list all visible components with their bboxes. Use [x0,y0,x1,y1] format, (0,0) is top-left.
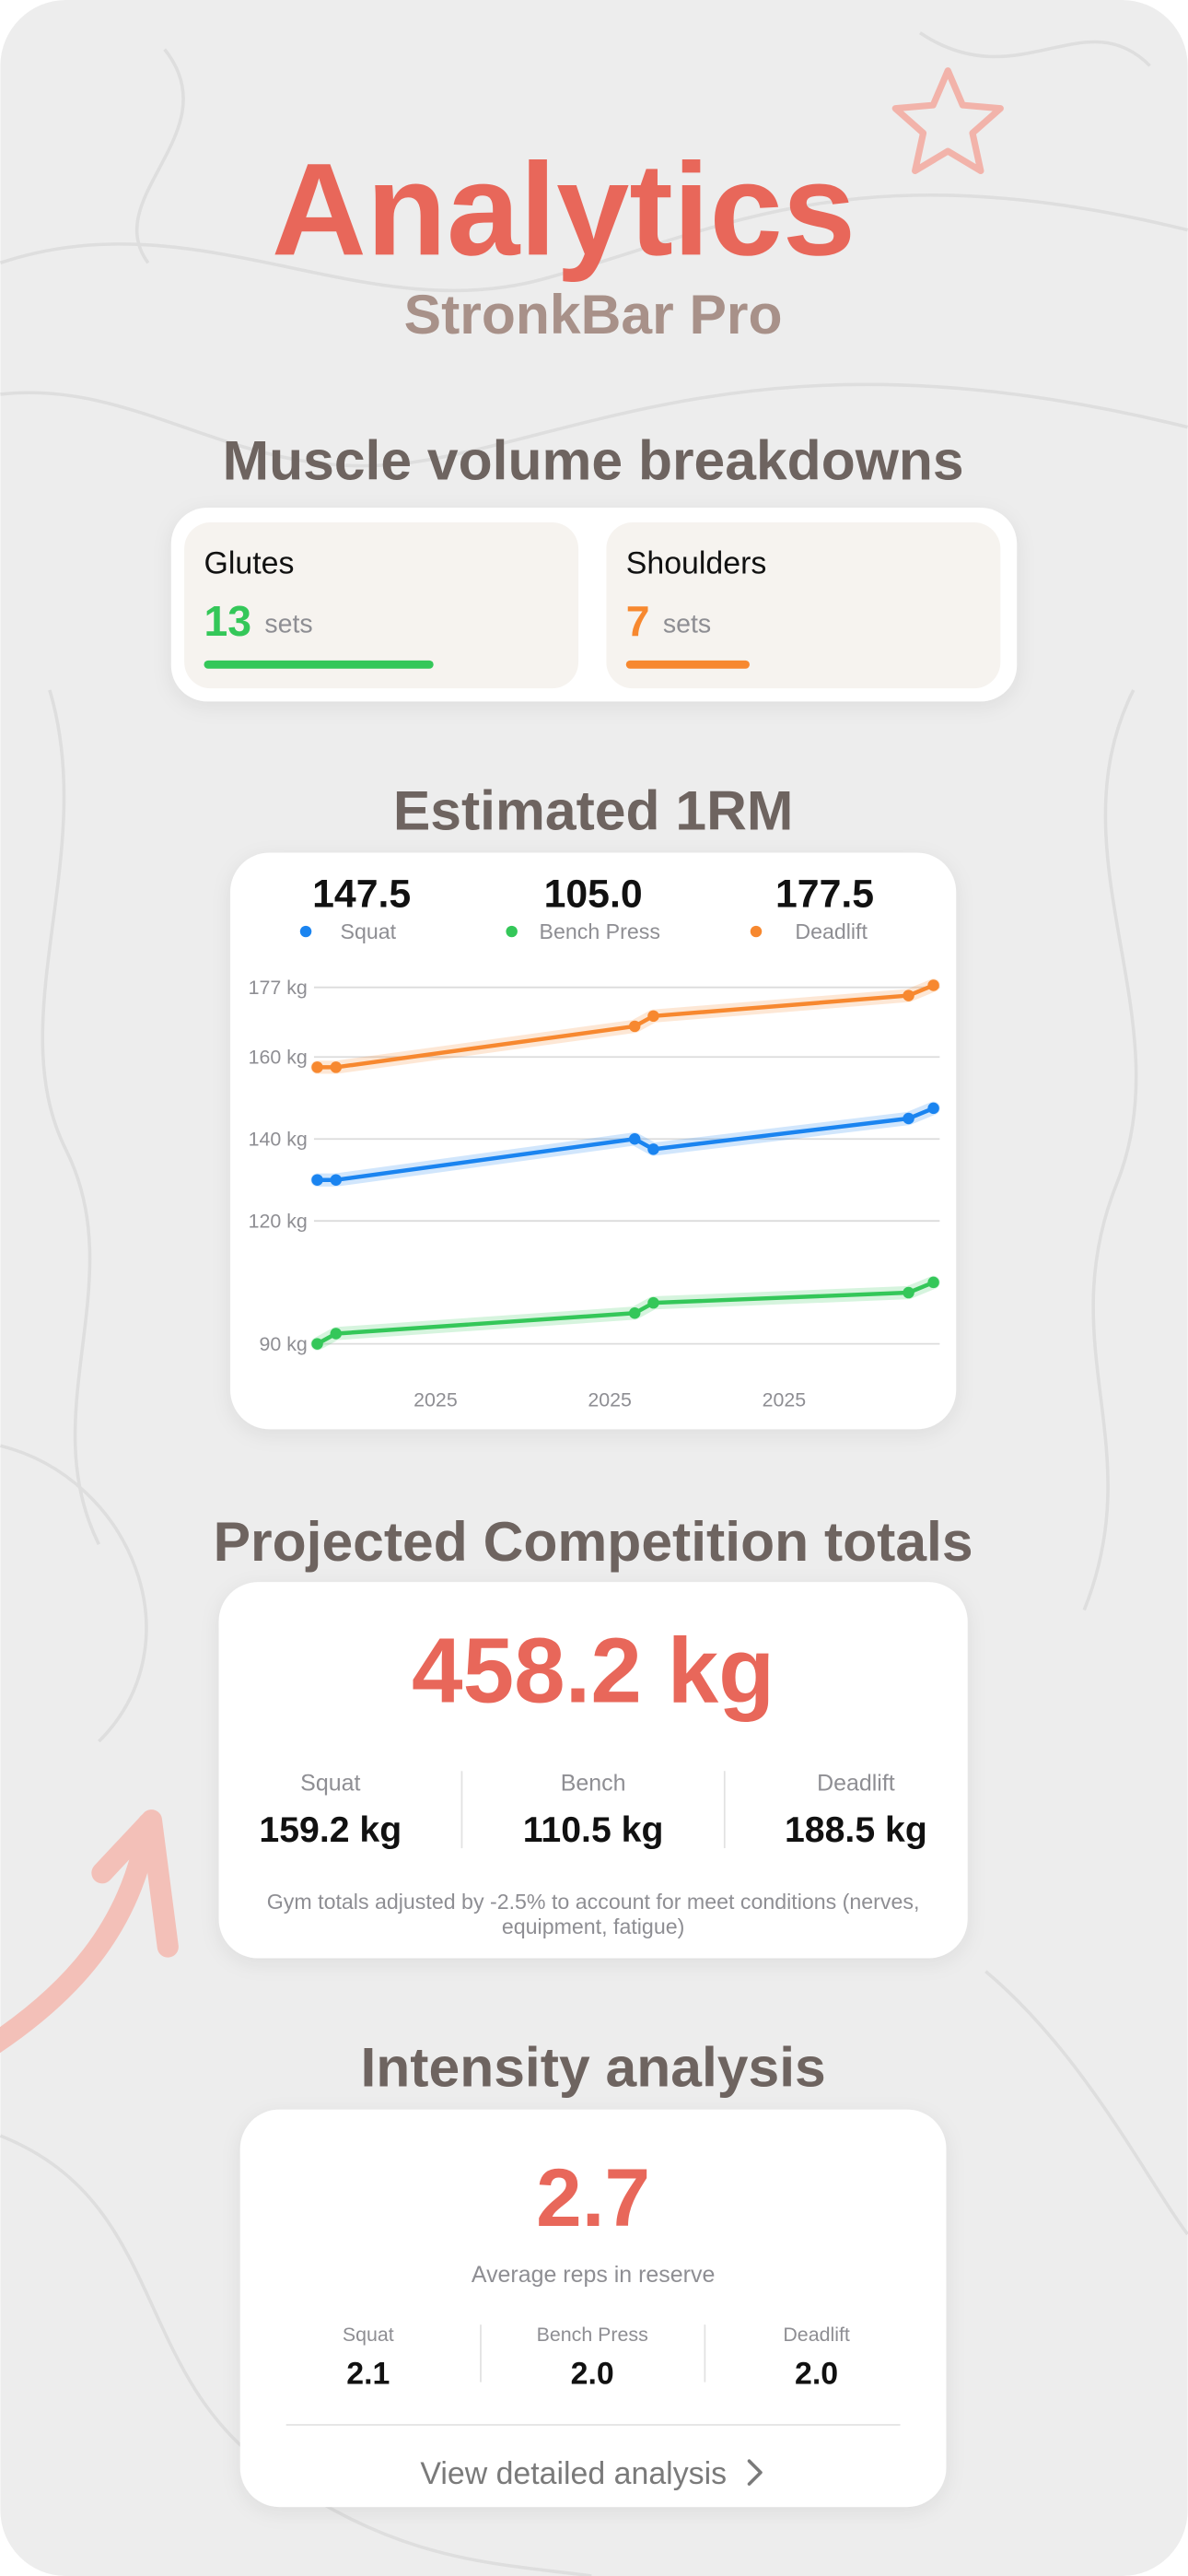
data-point [927,1276,939,1289]
y-tick-label: 160 kg [249,1046,308,1068]
card [218,1582,968,1959]
lift-value: 2.0 [795,2356,838,2391]
data-point [330,1174,343,1186]
data-point [903,1286,914,1299]
sets-unit: sets [663,610,711,639]
card [230,852,957,1430]
sets-bar [625,660,750,669]
star-decoration [891,67,1004,175]
data-point [311,1174,323,1186]
data-point [628,1307,641,1319]
current-value: 147.5 [312,872,411,916]
legend-dot [299,925,312,938]
muscle-name: Glutes [204,545,294,580]
data-point [927,979,939,991]
y-tick-label: 90 kg [260,1333,308,1355]
note-box: Gym totals adjusted by -2.5% to account … [266,1889,920,1939]
data-point [330,1061,343,1073]
lift-value: 188.5 kg [785,1809,927,1850]
lift-value: 159.2 kg [259,1809,402,1850]
data-point [628,1020,641,1033]
data-point [311,1061,323,1073]
lift-name: Squat [343,2324,394,2346]
card [239,2109,947,2508]
muscle-name: Shoulders [626,545,767,580]
lift-name: Bench Press [537,2324,648,2346]
note: Gym totals adjusted by -2.5% to account … [266,1889,920,1939]
x-tick-label: 2025 [588,1388,632,1411]
legend-dot [506,925,518,938]
subtitle: StronkBar Pro [404,283,783,345]
title: Analytics [272,136,856,283]
section-title: Muscle volume breakdowns [223,429,964,492]
sets-bar [204,660,434,669]
lift-value: 2.1 [346,2356,390,2391]
x-tick-label: 2025 [413,1388,458,1411]
muscle-card [184,522,579,689]
data-point [311,1338,323,1350]
y-tick-label: 120 kg [249,1210,308,1232]
lift-name: Deadlift [783,2324,850,2346]
data-point [903,989,914,1001]
data-point [647,1143,659,1155]
lift-value: 2.0 [571,2356,614,2391]
lift-name: Deadlift [817,1771,895,1797]
current-value: 105.0 [544,872,643,916]
sets-unit: sets [264,610,312,639]
section-title: Estimated 1RM [393,779,793,841]
y-tick-label: 140 kg [249,1128,308,1150]
lift-name: Bench [561,1771,626,1797]
arrow-decoration [0,1809,179,2054]
y-tick-label: 177 kg [249,977,308,999]
average-value: 2.7 [536,2151,650,2243]
total-value: 458.2 kg [412,1620,775,1722]
topo-lines [0,31,1188,2576]
lift-value: 110.5 kg [523,1809,664,1850]
data-point [647,1010,659,1023]
section-title: Intensity analysis [360,2036,825,2099]
data-point [647,1296,659,1309]
legend-label: Deadlift [795,919,868,943]
section-title: Projected Competition totals [214,1510,973,1573]
x-tick-label: 2025 [763,1388,807,1411]
sets-count: 7 [626,597,650,645]
data-point [927,1102,939,1115]
data-point [628,1133,641,1145]
sets-count: 13 [204,597,251,645]
lift-name: Squat [300,1771,360,1797]
data-point [330,1328,343,1340]
average-label: Average reps in reserve [472,2262,715,2288]
chevron-icon[interactable] [747,2459,763,2486]
link[interactable]: View detailed analysis [420,2456,727,2491]
legend-dot [750,925,763,938]
data-point [903,1112,914,1125]
legend-label: Bench Press [540,919,660,943]
current-value: 177.5 [775,872,874,916]
muscle-card [606,522,1001,689]
legend-label: Squat [341,919,397,943]
